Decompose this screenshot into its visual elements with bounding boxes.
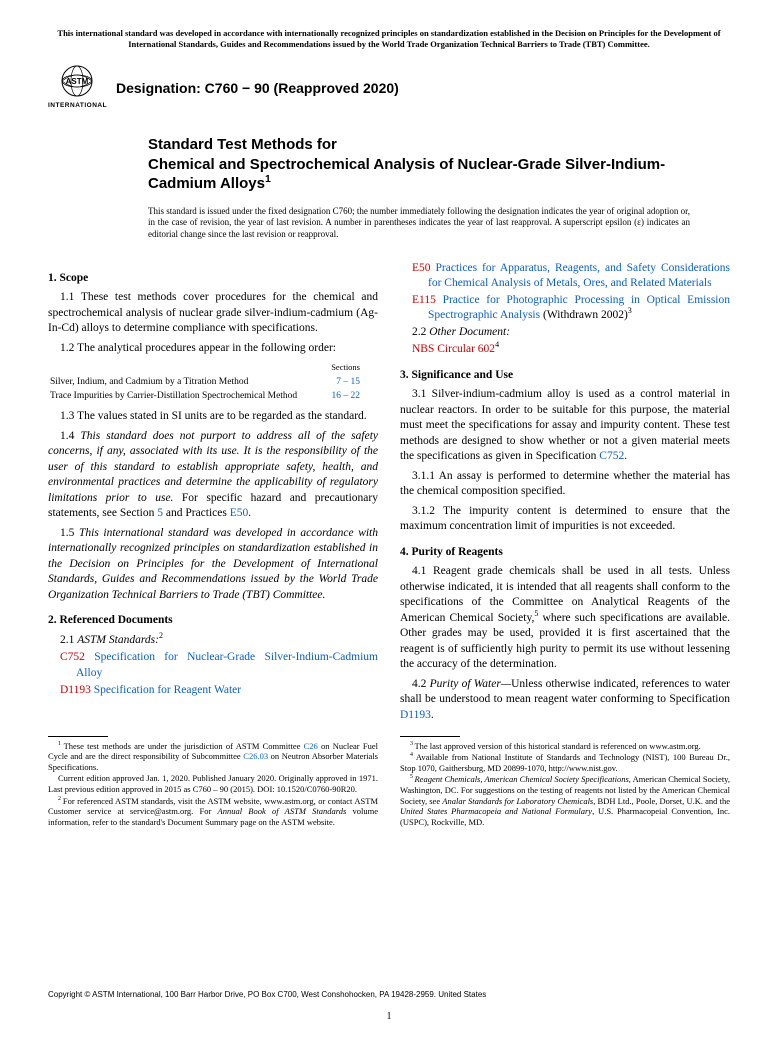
copyright: Copyright © ASTM International, 100 Barr… [48, 990, 486, 1001]
footnote-3: 3 The last approved version of this hist… [400, 741, 730, 752]
ref-title[interactable]: Specification for Nuclear-Grade Silver-I… [76, 651, 378, 679]
para-1-2: 1.2 The analytical procedures appear in … [48, 341, 378, 357]
designation: Designation: C760 − 90 (Reapproved 2020) [116, 79, 399, 98]
para-1-3: 1.3 The values stated in SI units are to… [48, 409, 378, 425]
c26-link[interactable]: C26 [304, 741, 318, 751]
title-footnote-ref: 1 [265, 173, 271, 185]
procedures-table: Sections Silver, Indium, and Cadmium by … [48, 360, 378, 405]
fn3-ref: 3 [628, 306, 632, 315]
ref-code[interactable]: NBS Circular 602 [412, 343, 495, 355]
ref-code[interactable]: E115 [412, 294, 436, 306]
title-block: Standard Test Methods for Chemical and S… [148, 135, 690, 241]
footnote-5: 5 Reagent Chemicals, American Chemical S… [400, 774, 730, 827]
footnote-rule [400, 736, 460, 737]
section-3-head: 3. Significance and Use [400, 368, 730, 384]
ref-e115: E115 Practice for Photographic Processin… [400, 293, 730, 324]
reagent-chemicals: Reagent Chemicals, American Chemical Soc… [414, 774, 628, 784]
proc-name: Silver, Indium, and Cadmium by a Titrati… [50, 376, 324, 389]
ref-d1193: D1193 Specification for Reagent Water [48, 683, 378, 699]
para-2-1: 2.1 ASTM Standards:2 [48, 633, 378, 649]
withdrawn-note: (Withdrawn 2002) [540, 309, 628, 321]
num: 1.5 [60, 527, 79, 539]
ref-code[interactable]: E50 [412, 262, 431, 274]
astm-standards-label: ASTM Standards: [77, 634, 159, 646]
para-4-1: 4.1 Reagent grade chemicals shall be use… [400, 564, 730, 673]
analar: Analar Standards for Laboratory Chemical… [442, 796, 593, 806]
txt: The last approved version of this histor… [414, 741, 700, 751]
txt: . [248, 507, 251, 519]
standard-title: Standard Test Methods for Chemical and S… [148, 135, 690, 194]
logo-subtext: INTERNATIONAL [48, 102, 106, 111]
section-1-head: 1. Scope [48, 271, 378, 287]
ref-e50: E50 Practices for Apparatus, Reagents, a… [400, 261, 730, 292]
para-4-2: 4.2 Purity of Water—Unless otherwise ind… [400, 677, 730, 724]
other-doc-label: Other Document: [429, 326, 510, 338]
table-row: Silver, Indium, and Cadmium by a Titrati… [50, 376, 376, 389]
svg-text:ASTM: ASTM [66, 77, 89, 86]
footnotes: 1 These test methods are under the juris… [48, 736, 730, 829]
para-2-2: 2.2 Other Document: [400, 325, 730, 341]
page-number: 1 [0, 1010, 778, 1024]
ref-nbs: NBS Circular 6024 [400, 342, 730, 358]
para-3-1-1: 3.1.1 An assay is performed to determine… [400, 469, 730, 500]
para-1-4: 1.4 This standard does not purport to ad… [48, 429, 378, 522]
para-1-1: 1.1 These test methods cover procedures … [48, 290, 378, 337]
ref-title[interactable]: Specification for Reagent Water [91, 684, 241, 696]
table-col-head: Sections [326, 362, 376, 373]
title-line1: Standard Test Methods for [148, 136, 337, 153]
num: 2.1 [60, 634, 77, 646]
proc-sections[interactable]: 7 – 15 [326, 376, 376, 389]
para-3-1-2: 3.1.2 The impurity content is determined… [400, 504, 730, 535]
header-row: ASTM INTERNATIONAL Designation: C760 − 9… [48, 65, 730, 111]
section-2-head: 2. Referenced Documents [48, 613, 378, 629]
txt: . [624, 450, 627, 462]
body-columns: 1. Scope 1.1 These test methods cover pr… [48, 261, 730, 724]
proc-sections[interactable]: 16 – 22 [326, 390, 376, 403]
ref-c752: C752 Specification for Nuclear-Grade Sil… [48, 650, 378, 681]
e50-link[interactable]: E50 [230, 507, 249, 519]
d1193-link[interactable]: D1193 [400, 709, 431, 721]
fn2-ref: 2 [159, 631, 163, 640]
para-3-1: 3.1 Silver-indium-cadmium alloy is used … [400, 387, 730, 465]
footnote-rule [48, 736, 108, 737]
footnote-4: 4 Available from National Institute of S… [400, 752, 730, 773]
title-line2: Chemical and Spectrochemical Analysis of… [148, 156, 665, 193]
para-1-5: 1.5 This international standard was deve… [48, 526, 378, 604]
txt: 3.1 Silver-indium-cadmium alloy is used … [400, 388, 730, 462]
astm-logo: ASTM INTERNATIONAL [48, 65, 106, 111]
astm-logo-icon: ASTM [51, 65, 103, 101]
txt: . [431, 709, 434, 721]
txt: , BDH Ltd., Poole, Dorset, U.K. and the [593, 796, 730, 806]
ref-code[interactable]: C752 [60, 651, 85, 663]
footnote-1: 1 These test methods are under the juris… [48, 741, 378, 773]
c752-link[interactable]: C752 [599, 450, 624, 462]
txt: and Practices [163, 507, 230, 519]
tbt-statement: This international standard was develope… [48, 527, 378, 601]
annual-book: Annual Book of ASTM Standards [218, 806, 347, 816]
purity-water-label: Purity of Water— [430, 678, 511, 690]
proc-name: Trace Impurities by Carrier-Distillation… [50, 390, 324, 403]
num: 4.2 [412, 678, 430, 690]
num: 1.4 [60, 430, 80, 442]
footnote-1b: Current edition approved Jan. 1, 2020. P… [48, 773, 378, 794]
top-notice: This international standard was develope… [48, 28, 730, 59]
ref-code[interactable]: D1193 [60, 684, 91, 696]
txt: These test methods are under the jurisdi… [64, 741, 304, 751]
section-4-head: 4. Purity of Reagents [400, 545, 730, 561]
usp: United States Pharmacopeia and National … [400, 806, 592, 816]
txt: Available from National Institute of Sta… [400, 752, 730, 773]
footnote-2: 2 For referenced ASTM standards, visit t… [48, 796, 378, 828]
c26-03-link[interactable]: C26.03 [243, 751, 268, 761]
table-row: Trace Impurities by Carrier-Distillation… [50, 390, 376, 403]
issuance-note: This standard is issued under the fixed … [148, 206, 690, 241]
ref-title[interactable]: Practices for Apparatus, Reagents, and S… [428, 262, 730, 290]
num: 2.2 [412, 326, 429, 338]
fn4-ref: 4 [495, 340, 499, 349]
